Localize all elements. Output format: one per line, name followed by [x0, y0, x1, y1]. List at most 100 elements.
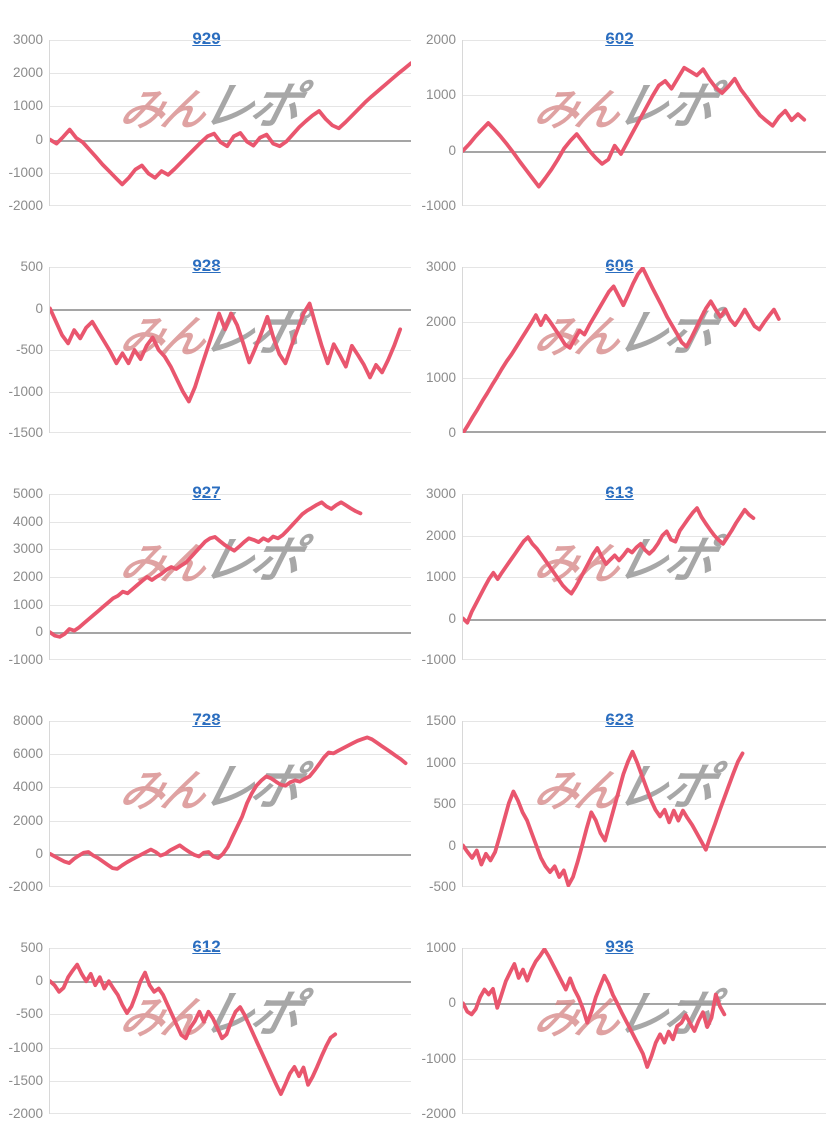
machine-number-link[interactable]: 928	[192, 255, 221, 275]
slump-graph	[463, 948, 826, 1114]
gridline	[50, 40, 411, 41]
chart-body: 1000 0 -1000 -2000 みんレポ	[413, 940, 826, 1121]
y-tick-label: 2000	[425, 527, 456, 543]
chart-title: 928	[0, 251, 413, 279]
chart-title: 929	[0, 24, 413, 52]
slump-graph	[463, 40, 826, 206]
y-tick-label: 1000	[425, 940, 456, 955]
machine-number-link[interactable]: 606	[605, 255, 634, 275]
y-tick-label: 6000	[12, 746, 43, 762]
machine-number-link[interactable]: 927	[192, 482, 221, 502]
y-tick-label: 0	[448, 425, 456, 440]
y-tick-label: 2000	[12, 812, 43, 828]
zero-gridline	[50, 308, 411, 311]
zero-gridline	[50, 632, 411, 635]
y-tick-label: 0	[448, 995, 456, 1011]
y-tick-label: -1000	[421, 1050, 456, 1066]
plot-area: みんレポ	[49, 267, 411, 433]
gridline	[50, 787, 411, 789]
gridline	[463, 95, 826, 97]
chart-body: 8000 6000 4000 2000 0 -2000 みんレポ	[0, 713, 411, 894]
chart-cell: 602 2000 1000 0 -1000 みんレポ	[413, 0, 826, 227]
chart-title: 612	[0, 932, 413, 960]
chart-title: 623	[413, 705, 826, 733]
chart-title: 728	[0, 705, 413, 733]
y-axis-labels: 2000 1000 0 -1000	[413, 32, 462, 213]
gridline	[463, 205, 826, 206]
y-tick-label: 2000	[12, 65, 43, 81]
slump-graph	[463, 267, 826, 433]
gridline	[50, 1014, 411, 1016]
y-tick-label: -500	[15, 342, 43, 357]
chart-body: 1500 1000 500 0 -500 みんレポ	[413, 713, 826, 894]
y-tick-label: -1500	[8, 425, 43, 440]
gridline	[50, 754, 411, 756]
gridline	[50, 1047, 411, 1049]
plot-area: みんレポ	[462, 40, 826, 206]
y-tick-label: -2000	[8, 198, 43, 213]
zero-gridline	[463, 618, 826, 621]
machine-number-link[interactable]: 728	[192, 709, 221, 729]
y-axis-labels: 3000 2000 1000 0 -1000	[413, 486, 462, 667]
gridline	[50, 172, 411, 174]
machine-number-link[interactable]: 613	[605, 482, 634, 502]
gridline	[50, 820, 411, 822]
y-tick-label: 0	[448, 610, 456, 626]
gridline	[463, 377, 826, 379]
gridline	[50, 350, 411, 351]
slump-graph	[50, 267, 411, 433]
gridline	[50, 1080, 411, 1082]
y-axis-labels: 500 0 -500 -1000 -1500 -2000	[0, 940, 49, 1121]
plot-area: みんレポ	[49, 494, 411, 660]
y-tick-label: 1000	[12, 596, 43, 612]
slump-line	[50, 502, 360, 637]
y-tick-label: 0	[448, 142, 456, 158]
y-tick-label: -1000	[8, 652, 43, 667]
gridline	[463, 886, 826, 887]
y-tick-label: 0	[35, 973, 43, 989]
gridline	[50, 604, 411, 606]
plot-area: みんレポ	[462, 494, 826, 660]
y-tick-label: 8000	[12, 713, 43, 728]
chart-cell: 936 1000 0 -1000 -2000 みんレポ	[413, 908, 826, 1135]
gridline	[50, 205, 411, 206]
chart-title: 936	[413, 932, 826, 960]
slump-graph	[50, 948, 411, 1114]
y-tick-label: -500	[428, 879, 456, 894]
y-tick-label: 1500	[425, 713, 456, 728]
y-tick-label: 3000	[425, 259, 456, 274]
zero-gridline	[463, 1003, 826, 1006]
slump-graph	[50, 721, 411, 887]
chart-cell: 927 5000 4000 3000 2000 1000 0 -1000 みんレポ	[0, 454, 413, 681]
y-tick-label: 4000	[12, 513, 43, 529]
machine-number-link[interactable]: 612	[192, 936, 221, 956]
y-tick-label: 3000	[12, 541, 43, 557]
machine-number-link[interactable]: 929	[192, 28, 221, 48]
chart-title: 602	[413, 24, 826, 52]
y-tick-label: 0	[35, 845, 43, 861]
y-tick-label: 1000	[12, 98, 43, 114]
gridline	[463, 948, 826, 949]
y-tick-label: 500	[20, 259, 43, 274]
y-tick-label: 1000	[425, 369, 456, 385]
gridline	[50, 73, 411, 75]
slump-graph	[463, 721, 826, 887]
chart-cell: 612 500 0 -500 -1000 -1500 -2000 みんレポ	[0, 908, 413, 1135]
gridline	[463, 762, 826, 764]
y-tick-label: 2000	[425, 314, 456, 330]
gridline	[463, 322, 826, 324]
slump-line	[463, 752, 743, 886]
gridline	[50, 948, 411, 949]
machine-number-link[interactable]: 623	[605, 709, 634, 729]
y-tick-label: 0	[35, 300, 43, 316]
chart-body: 2000 1000 0 -1000 みんレポ	[413, 32, 826, 213]
gridline	[463, 1113, 826, 1114]
gridline	[50, 659, 411, 660]
chart-body: 5000 4000 3000 2000 1000 0 -1000 みんレポ	[0, 486, 411, 667]
machine-number-link[interactable]: 602	[605, 28, 634, 48]
slump-line	[463, 68, 804, 187]
y-tick-label: -1000	[8, 1039, 43, 1055]
zero-gridline	[50, 853, 411, 856]
machine-number-link[interactable]: 936	[605, 936, 634, 956]
